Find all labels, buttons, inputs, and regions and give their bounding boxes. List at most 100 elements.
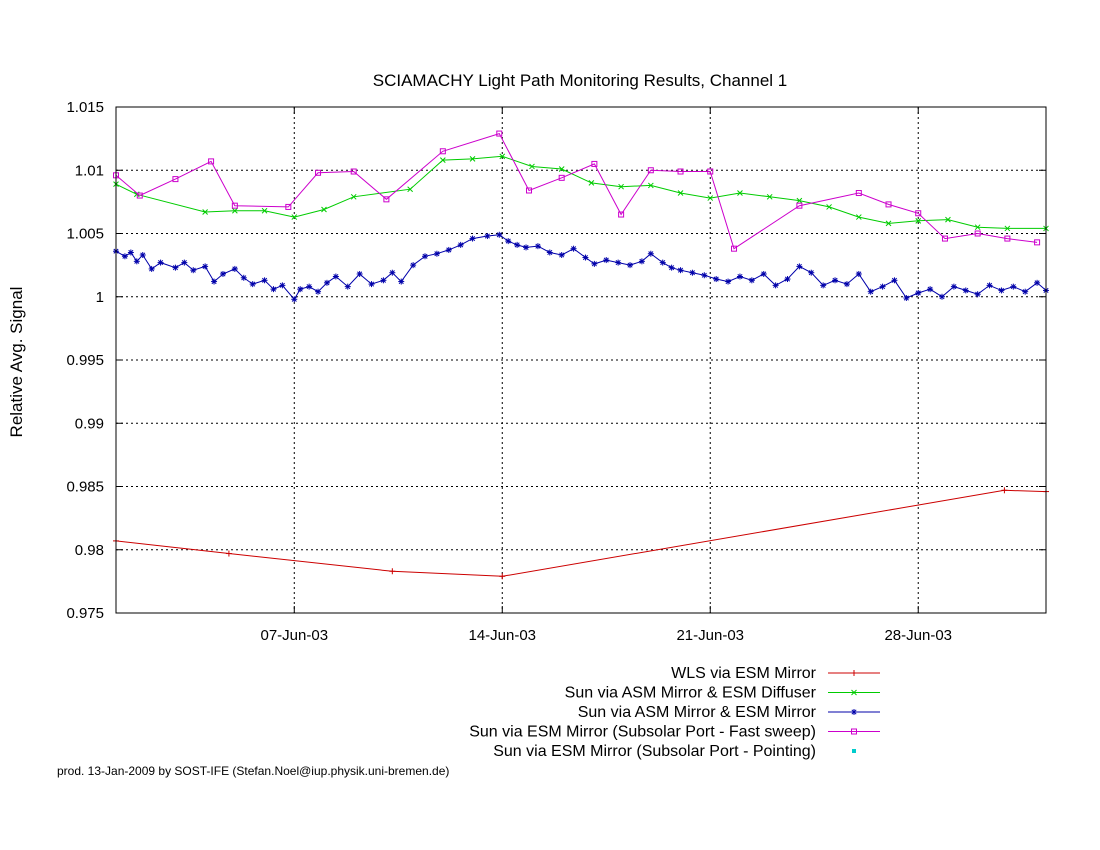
y-tick-label: 0.995 [66, 352, 104, 369]
data-point [772, 282, 779, 289]
data-point [725, 278, 732, 285]
y-tick-label: 0.985 [66, 479, 104, 496]
data-point [499, 153, 506, 160]
data-point [380, 277, 387, 284]
legend-marker [851, 689, 857, 696]
data-point [855, 214, 862, 220]
data-point [225, 550, 232, 557]
legend-label: Sun via ESM Mirror (Subsolar Port - Fast… [469, 724, 816, 741]
data-point [731, 245, 738, 252]
data-point [962, 287, 969, 294]
data-point [986, 282, 993, 289]
x-tick-label: 07-Jun-03 [261, 627, 329, 644]
data-point [1034, 279, 1041, 286]
data-point [270, 286, 277, 293]
axis-ticks: 1.015 1.01 1.005 1 0.995 0.99 0.985 0.98 0.975 07… [66, 99, 1046, 644]
data-point [748, 277, 755, 284]
gridlines [116, 107, 1046, 613]
data-point [558, 252, 565, 259]
data-point [484, 233, 491, 240]
data-point [927, 286, 934, 293]
data-point [689, 269, 696, 276]
data-point [350, 193, 357, 200]
data-point [1001, 487, 1008, 494]
plot-frame [115, 106, 1047, 614]
data-point [389, 269, 396, 276]
data-point [344, 283, 351, 290]
data-point [133, 258, 140, 265]
data-point [190, 267, 197, 274]
data-point [291, 296, 298, 303]
data-point [279, 282, 286, 289]
data-point [941, 235, 948, 242]
y-tick-label: 0.975 [66, 605, 104, 622]
x-tick-label: 28-Jun-03 [884, 627, 952, 644]
legend-label: Sun via ASM Mirror & ESM Mirror [578, 704, 817, 721]
data-point [368, 281, 375, 288]
data-point [677, 190, 684, 196]
data-point [558, 174, 565, 181]
data-point [915, 210, 922, 217]
y-tick-label: 1.01 [75, 162, 104, 179]
y-tick-label: 0.99 [75, 415, 104, 432]
data-point [784, 276, 791, 283]
data-point [139, 252, 146, 259]
data-point [514, 241, 521, 248]
data-point [677, 267, 684, 274]
data-point [647, 250, 654, 257]
data-point [950, 283, 957, 290]
data-point [350, 168, 357, 175]
legend-marker [852, 749, 856, 753]
series-line [115, 132, 1038, 250]
x-tick-label: 21-Jun-03 [676, 627, 744, 644]
data-point [832, 277, 839, 284]
y-tick-label: 0.98 [75, 542, 104, 559]
data-point [202, 263, 209, 270]
data-point [627, 262, 634, 269]
data-point [701, 272, 708, 279]
legend: WLS via ESM Mirror Sun via ASM Mirror & E… [469, 665, 880, 760]
data-point [534, 243, 541, 250]
data-point [915, 289, 922, 296]
data-point [172, 176, 179, 183]
data-point [202, 209, 208, 215]
legend-label: Sun via ASM Mirror & ESM Diffuser [565, 685, 817, 702]
data-point [306, 283, 313, 290]
data-point [136, 192, 143, 199]
data-point [867, 288, 874, 295]
data-point [231, 207, 238, 214]
data-point [208, 158, 215, 165]
data-point [469, 235, 476, 242]
data-point [855, 270, 862, 277]
legend-label: WLS via ESM Mirror [671, 665, 817, 682]
data-point [707, 168, 714, 175]
series-1 [113, 487, 1049, 580]
series-4 [113, 130, 1041, 252]
data-point [843, 281, 850, 288]
data-point [974, 291, 981, 298]
data-point [240, 274, 247, 281]
data-point [523, 244, 530, 251]
series-line [115, 489, 1047, 577]
data-point [1004, 225, 1011, 232]
y-axis-label: Relative Avg. Signal [7, 287, 26, 438]
data-point [323, 279, 330, 286]
data-point [974, 230, 981, 237]
data-point [766, 193, 773, 200]
data-point [903, 295, 910, 302]
data-point [546, 249, 553, 256]
data-point [659, 259, 666, 266]
data-point [618, 183, 624, 190]
data-point [1034, 239, 1041, 246]
data-point [647, 167, 654, 174]
data-point [297, 286, 304, 293]
data-point [261, 207, 268, 214]
data-point [231, 202, 238, 209]
data-point [383, 196, 390, 203]
series-3 [113, 231, 1049, 303]
legend-label: Sun via ESM Mirror (Subsolar Port - Poin… [493, 743, 816, 760]
chart-title: SCIAMACHY Light Path Monitoring Results,… [373, 71, 788, 90]
data-point [529, 163, 535, 170]
data-point [231, 265, 238, 272]
data-point [181, 259, 188, 266]
